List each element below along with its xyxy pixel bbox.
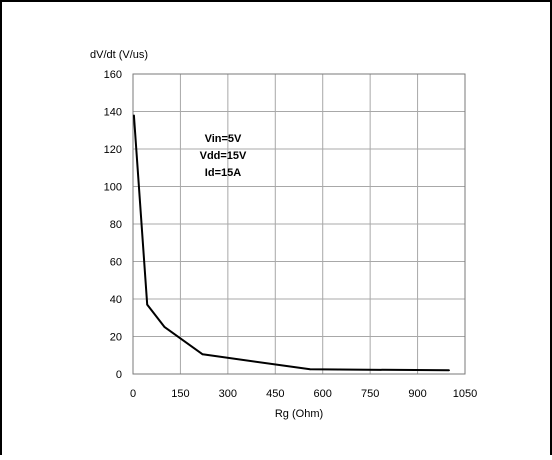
series-group [132,114,450,372]
data-point [146,303,149,306]
y-tick-label: 80 [110,219,122,231]
plot-area [132,73,466,375]
annotation-vin: Vin=5V [205,133,242,145]
x-tick-label: 300 [219,388,237,400]
y-tick-labels: 0 20 40 60 80 100 120 140 160 [104,69,122,381]
y-tick-label: 60 [110,257,122,269]
y-tick-label: 100 [104,182,122,194]
data-point [448,369,450,372]
y-tick-label: 120 [104,144,122,156]
data-point [309,368,311,371]
x-axis-label: Rg (Ohm) [275,408,323,420]
y-tick-label: 160 [104,69,122,81]
y-tick-label: 140 [104,107,122,119]
x-tick-label: 900 [408,388,426,400]
x-tick-label: 1050 [453,388,477,400]
y-tick-label: 20 [110,332,122,344]
series-line [132,115,450,372]
data-point [133,114,135,117]
annotation-id: Id=15A [205,167,241,179]
annotation-vdd: Vdd=15V [200,150,247,162]
x-tick-label: 0 [130,388,136,400]
x-tick-label: 450 [266,388,284,400]
x-tick-label: 150 [171,388,189,400]
x-tick-labels: 0 150 300 450 600 750 900 1050 [130,388,477,400]
data-point [201,353,204,356]
grid [132,73,466,375]
x-tick-label: 750 [361,388,379,400]
y-axis-label: dV/dt (V/us) [90,49,148,61]
y-tick-label: 40 [110,294,122,306]
x-tick-label: 600 [314,388,332,400]
y-tick-label: 0 [116,369,122,381]
data-point [163,326,166,328]
